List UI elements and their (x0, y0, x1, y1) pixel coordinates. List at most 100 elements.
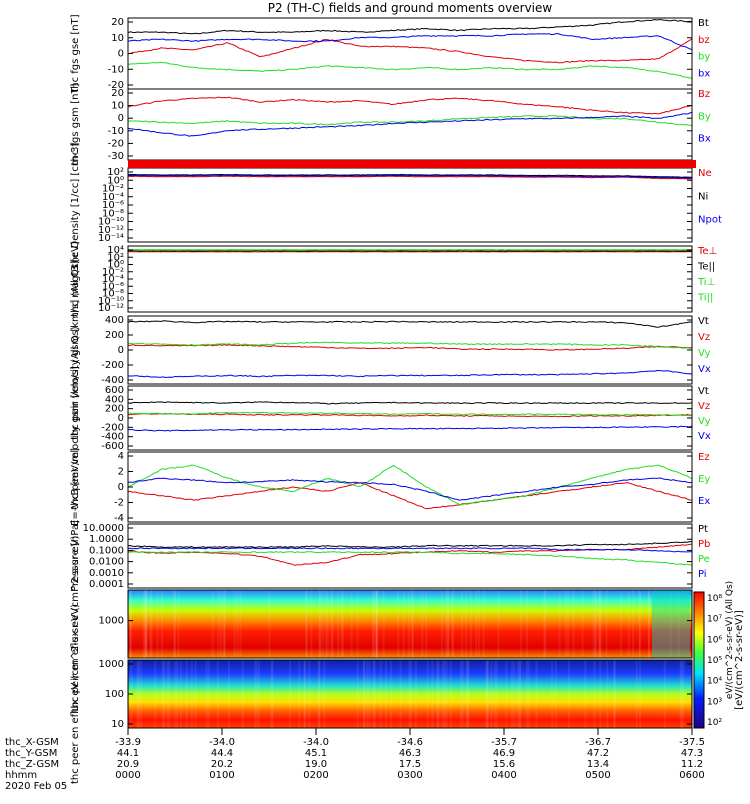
x-row-label: thc_X-GSM (5, 737, 59, 748)
heatmap-streak (599, 660, 601, 728)
heatmap-streak (478, 590, 480, 658)
legend-Ex: Ex (698, 496, 710, 507)
heatmap-streak (445, 660, 447, 728)
heatmap-streak (567, 590, 569, 658)
legend-Ti⊥: Ti⊥ (697, 277, 715, 288)
tick-label: 20 (111, 17, 124, 28)
x-row-value: 0200 (303, 770, 328, 781)
legend-bx: bx (698, 68, 710, 79)
x-row-value: -36.7 (585, 737, 611, 748)
heatmap-streak (186, 660, 188, 728)
heatmap-streak (363, 660, 365, 728)
x-row-value: 0000 (115, 770, 140, 781)
heatmap-streak (383, 590, 385, 658)
heatmap-streak (628, 590, 630, 658)
heatmap-streak (632, 590, 634, 658)
heatmap-streak (140, 660, 142, 728)
heatmap-streak (613, 660, 615, 728)
legend-Te⊥: Te⊥ (697, 246, 717, 257)
legend-Vy: Vy (698, 416, 711, 427)
heatmap-streak (494, 660, 496, 728)
x-row-value: -34.6 (397, 737, 423, 748)
legend-By: By (698, 111, 711, 122)
heatmap-streak (584, 660, 586, 728)
heatmap-streak (174, 660, 176, 728)
heatmap-streak (256, 660, 258, 728)
heatmap-streak (366, 660, 368, 728)
heatmap-streak (565, 590, 567, 658)
x-row-value: 45.1 (305, 748, 327, 759)
colorbar-tick: 10⁵ (707, 656, 722, 666)
heatmap-streak (444, 660, 446, 728)
legend-Npot: Npot (698, 215, 722, 226)
x-row-value: -34.0 (209, 737, 235, 748)
heatmap-streak (161, 590, 163, 658)
figure-title: P2 (TH-C) fields and ground moments over… (268, 1, 553, 15)
legend-Pi: Pi (698, 569, 707, 580)
legend-Ez: Ez (698, 452, 710, 463)
tick-label: 10.0000 (83, 523, 124, 534)
tick-label: 10 (111, 719, 124, 730)
panel-frame (128, 386, 692, 450)
heatmap-streak (467, 660, 469, 728)
legend-Vz: Vz (698, 401, 710, 412)
legend-Pt: Pt (698, 524, 708, 535)
legend-Vx: Vx (698, 364, 711, 375)
heatmap-streak (475, 590, 477, 658)
heatmap-streak (162, 660, 164, 728)
x-row-value: 0300 (397, 770, 422, 781)
heatmap-streak (445, 590, 447, 658)
heatmap-streak (376, 590, 378, 658)
legend-Vt: Vt (698, 316, 709, 327)
heatmap-streak (408, 590, 410, 658)
heatmap-streak (145, 590, 147, 658)
heatmap-streak (465, 590, 467, 658)
tick-label: 0 (118, 113, 124, 124)
heatmap-streak (341, 590, 343, 658)
series-line-Ex (128, 478, 692, 500)
heatmap-streak (310, 590, 312, 658)
heatmap-streak (212, 590, 214, 658)
heatmap-streak (664, 660, 666, 728)
heatmap-streak (357, 590, 359, 658)
tick-label: 0.1000 (89, 545, 124, 556)
heatmap-streak (483, 590, 485, 658)
heatmap-streak (180, 660, 182, 728)
heatmap-streak (442, 660, 444, 728)
heatmap-streak (217, 590, 219, 658)
tick-label: 1000 (99, 659, 124, 670)
panel-8: 10.00001.00000.10000.01000.00100.0001Pre… (70, 520, 710, 592)
series-line-Vy (128, 342, 692, 348)
heatmap-streak (400, 660, 402, 728)
tick-label: 100 (105, 689, 124, 700)
tick-label: 10⁻¹⁴ (98, 233, 124, 244)
heatmap-streak (451, 590, 453, 658)
heatmap-streak (357, 660, 359, 728)
heatmap-streak (555, 660, 557, 728)
tick-label: 10 (111, 33, 124, 44)
tick-label: 0 (118, 482, 124, 493)
colorbar-label-secondary: eV/(cm^2-s-sr-eV) (All Qs) (725, 581, 735, 699)
heatmap-streak (496, 660, 498, 728)
heatmap-streak (327, 590, 329, 658)
colorbar-tick: 10⁷ (707, 615, 722, 625)
heatmap-streak (242, 660, 244, 728)
heatmap-streak (129, 590, 131, 658)
heatmap-streak (582, 590, 584, 658)
legend-bz: bz (698, 35, 710, 46)
heatmap-streak (648, 590, 650, 658)
legend-by: by (698, 52, 710, 63)
colorbar-tick: 10⁶ (707, 635, 722, 645)
tick-label: -200 (101, 360, 124, 371)
series-line-By (128, 116, 692, 126)
heatmap-streak (465, 660, 467, 728)
heatmap-streak (598, 590, 600, 658)
legend-Ti||: Ti|| (697, 293, 713, 304)
heatmap-streak (680, 660, 682, 728)
tick-label: 4 (118, 451, 124, 462)
legend-Pe: Pe (698, 554, 710, 565)
series-line-Bz (128, 97, 692, 114)
